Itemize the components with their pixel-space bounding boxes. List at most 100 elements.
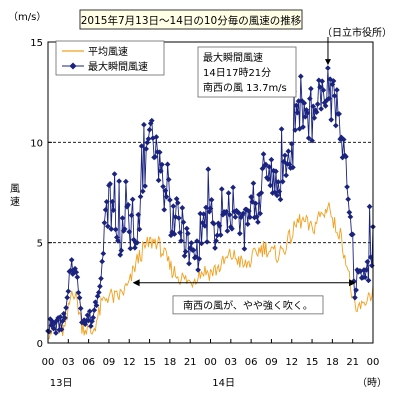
max-gust-point [190, 247, 197, 253]
max-gust-point [77, 305, 84, 312]
max-gust-point [362, 274, 368, 281]
max-gust-point [129, 196, 136, 203]
max-gust-point [145, 136, 152, 142]
max-gust-point [161, 206, 168, 213]
max-gust-point [162, 187, 169, 194]
max-gust-point [100, 250, 107, 257]
annotation-line-3: 南西の風 13.7m/s [203, 81, 287, 94]
max-gust-point [98, 275, 104, 282]
max-gust-point [174, 200, 181, 206]
max-gust-point [171, 231, 178, 237]
x-tick-label: 15 [143, 357, 156, 368]
max-gust-point [135, 211, 142, 218]
y-tick-label: 0 [37, 339, 43, 350]
max-gust-point [165, 176, 172, 183]
peak-arrow-head [324, 59, 331, 66]
range-arrow-left [132, 279, 140, 287]
station-label: （日立市役所） [322, 26, 392, 39]
max-gust-point [232, 214, 239, 220]
max-gust-point [369, 262, 375, 269]
axis-ticks: 0 5 10 15 00 03 06 09 12 15 18 21 00 03 06 09 12 15 18 21 00… [30, 38, 379, 389]
max-gust-point [119, 215, 126, 221]
max-gust-point [205, 166, 212, 173]
max-gust-point [225, 190, 232, 196]
max-gust-point [213, 238, 219, 244]
max-gust-point [334, 87, 340, 93]
max-gust-point [218, 186, 225, 192]
max-gust-point [211, 220, 217, 227]
day-label: 13日 [50, 378, 73, 389]
max-gust-point [65, 288, 72, 295]
max-gust-point [353, 287, 359, 293]
max-gust-point [246, 208, 252, 214]
peak-annotation: 最大瞬間風速 14日17時21分 南西の風 13.7m/s [197, 46, 297, 98]
max-gust-point [325, 65, 331, 71]
max-gust-point [229, 225, 235, 232]
max-gust-point [363, 267, 370, 273]
max-gust-point [117, 252, 124, 258]
peak-arrow [324, 37, 331, 66]
max-gust-point [224, 228, 231, 234]
max-gust-point [300, 124, 306, 130]
max-gust-point [63, 304, 69, 311]
max-gust-point [183, 225, 190, 232]
x-tick-label: 03 [62, 357, 75, 368]
max-gust-point [237, 230, 243, 237]
legend: 平均風速 最大瞬間風速 [55, 40, 165, 76]
max-gust-point [223, 208, 230, 215]
x-tick-label: 15 [306, 357, 319, 368]
max-gust-point [121, 226, 128, 232]
x-tick-label: 18 [326, 357, 339, 368]
max-gust-point [137, 193, 144, 200]
max-gust-point [282, 152, 288, 159]
max-gust-point [216, 222, 223, 229]
y-tick-label: 15 [30, 38, 43, 49]
max-gust-point [110, 207, 117, 214]
max-gust-point [181, 253, 188, 259]
max-gust-point [311, 115, 318, 121]
max-gust-point [68, 257, 75, 263]
max-gust-point [346, 209, 353, 216]
max-gust-point [132, 244, 138, 251]
max-gust-point [318, 106, 324, 112]
max-gust-point [195, 267, 201, 273]
max-gust-point [207, 205, 214, 212]
max-gust-point [248, 194, 254, 200]
max-gust-point [279, 178, 286, 185]
max-gust-point [260, 151, 267, 157]
legend-box [55, 40, 165, 76]
max-gust-point [158, 168, 164, 174]
max-gust-point [112, 226, 119, 233]
annotation-line-1: 最大瞬間風速 [203, 51, 263, 64]
max-gust-point [345, 196, 351, 203]
max-gust-point [173, 195, 180, 202]
max-gust-point [250, 180, 257, 187]
max-gust-point [153, 134, 160, 140]
max-gust-point [64, 294, 71, 301]
x-tick-label: 12 [285, 357, 298, 368]
max-gust-point [170, 203, 177, 209]
max-gust-point [194, 238, 200, 244]
x-tick-label: 03 [224, 357, 237, 368]
max-gust-point [111, 171, 118, 177]
max-gust-point [302, 113, 309, 120]
max-gust-point [255, 219, 261, 225]
max-gust-point [366, 203, 373, 210]
max-gust-point [297, 73, 304, 80]
max-gust-point [367, 254, 374, 260]
max-gust-point [142, 183, 148, 189]
max-gust-point [204, 238, 210, 245]
max-gust-point [126, 229, 133, 235]
max-gust-point [226, 211, 233, 218]
max-gust-point [276, 188, 283, 195]
max-gust-point [212, 245, 218, 251]
max-gust-point [277, 196, 284, 203]
max-gust-point [307, 95, 313, 102]
max-gust-point [257, 210, 263, 217]
max-gust-point [364, 258, 371, 265]
max-gust-point [274, 192, 280, 199]
max-gust-point [123, 178, 129, 185]
legend-avg-label: 平均風速 [88, 46, 128, 58]
annotation-line-2: 14日17時21分 [203, 67, 271, 79]
x-tick-label: 00 [42, 357, 55, 368]
